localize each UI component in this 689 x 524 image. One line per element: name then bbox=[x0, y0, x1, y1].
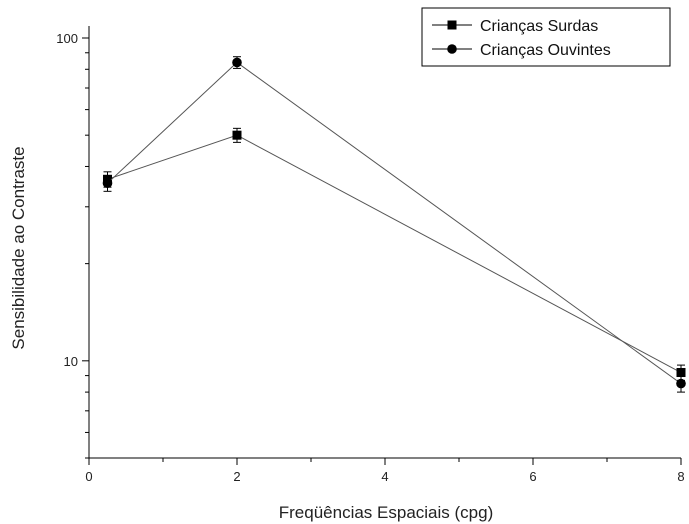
x-tick-label: 2 bbox=[233, 469, 240, 484]
series-1 bbox=[103, 127, 686, 381]
y-tick-label: 10 bbox=[64, 354, 78, 369]
legend-box bbox=[421, 7, 671, 67]
legend-label: Crianças Surdas bbox=[480, 18, 598, 35]
series-layer bbox=[102, 56, 686, 393]
y-axis: 10 100 bbox=[56, 31, 89, 459]
x-axis-label: Freqüências Espaciais (cpg) bbox=[279, 503, 493, 522]
legend-marker-circle bbox=[447, 44, 457, 54]
y-axis-label: Sensibilidade ao Contraste bbox=[9, 146, 28, 349]
series-2 bbox=[102, 56, 686, 393]
x-tick-label: 0 bbox=[85, 469, 92, 484]
data-point-circle bbox=[676, 378, 686, 389]
legend-label: Crianças Ouvintes bbox=[480, 42, 611, 59]
series-line bbox=[107, 61, 682, 385]
series-line bbox=[107, 134, 682, 373]
x-tick-label: 8 bbox=[677, 469, 684, 484]
x-axis: 0 2 4 6 8 bbox=[85, 458, 685, 484]
y-tick-label: 100 bbox=[56, 31, 78, 46]
legend-marker-square bbox=[447, 20, 457, 30]
legend: Crianças Surdas Crianças Ouvintes bbox=[421, 7, 671, 67]
x-tick-label: 6 bbox=[529, 469, 536, 484]
data-point-circle bbox=[232, 57, 242, 68]
data-point-square bbox=[676, 368, 686, 378]
plot-frame bbox=[88, 26, 681, 459]
data-point-circle bbox=[102, 178, 113, 188]
data-point-square bbox=[232, 130, 242, 140]
x-tick-label: 4 bbox=[381, 469, 388, 484]
